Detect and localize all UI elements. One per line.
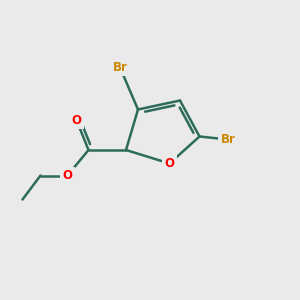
Text: Br: Br	[220, 133, 236, 146]
Text: O: O	[164, 157, 175, 170]
Text: O: O	[62, 169, 73, 182]
Text: Br: Br	[112, 61, 128, 74]
Text: O: O	[71, 113, 82, 127]
